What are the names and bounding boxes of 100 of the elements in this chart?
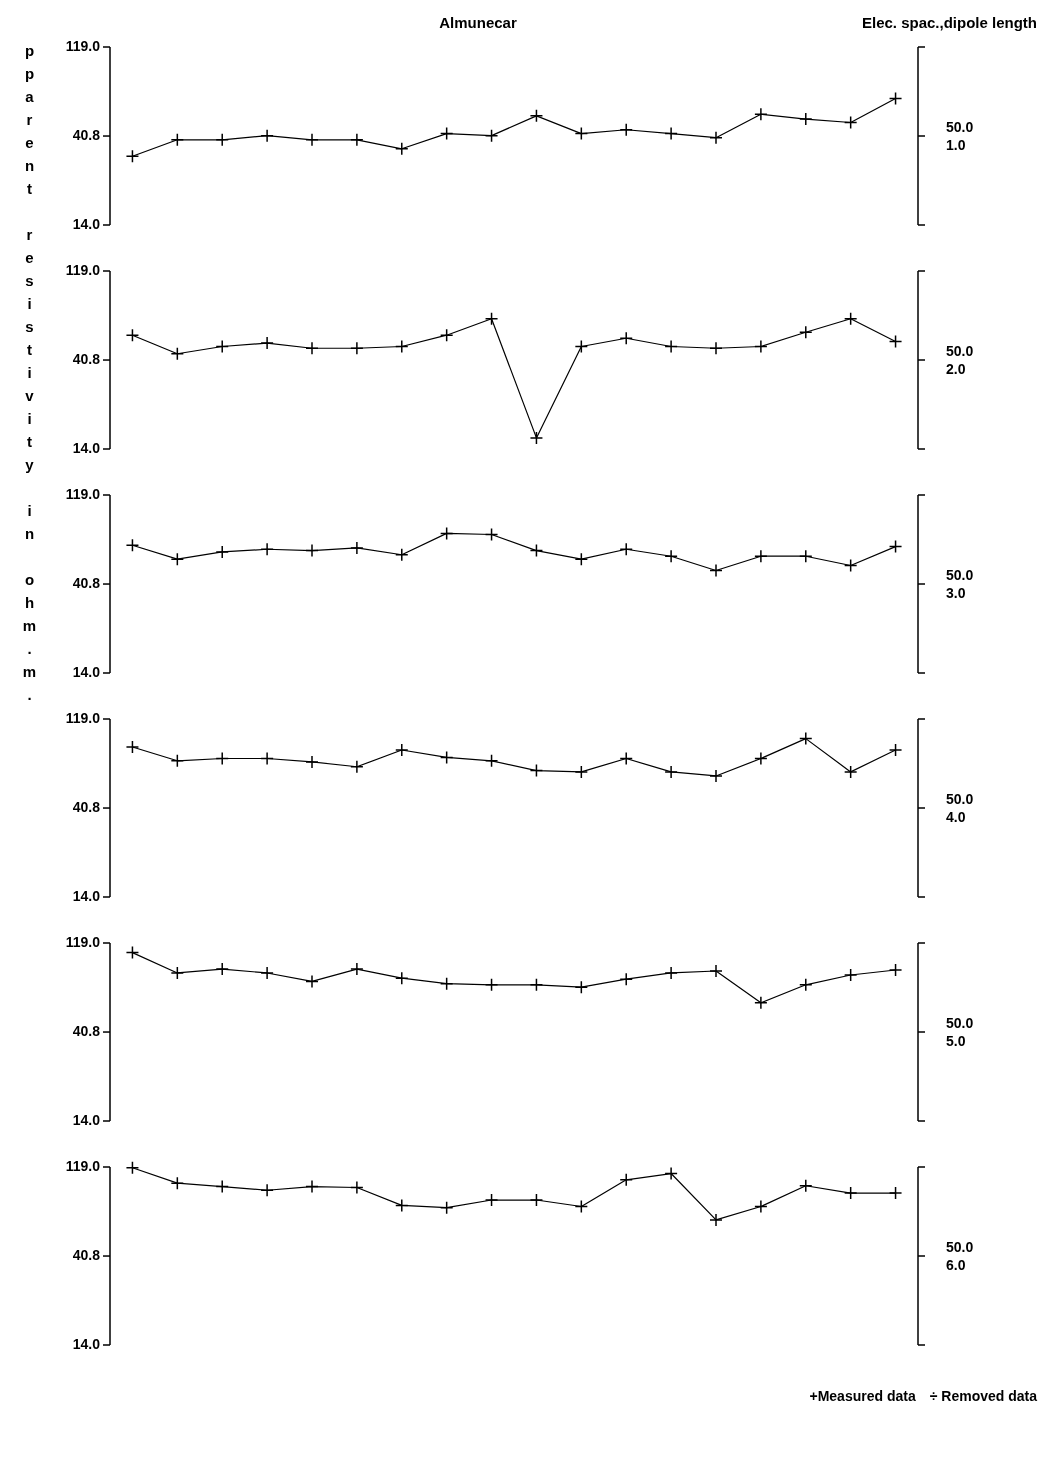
point bbox=[664, 339, 678, 354]
point bbox=[843, 968, 858, 982]
point bbox=[215, 1179, 229, 1194]
point bbox=[484, 978, 499, 992]
point bbox=[888, 539, 903, 554]
point bbox=[125, 149, 140, 163]
point bbox=[843, 558, 858, 573]
point bbox=[350, 760, 364, 774]
point bbox=[170, 1176, 185, 1190]
point bbox=[350, 1180, 364, 1195]
y-axis-title: pparent resistivity in ohm.m. bbox=[20, 41, 38, 711]
legend-label: 50.0 6.0 bbox=[946, 1238, 975, 1274]
point bbox=[799, 731, 813, 746]
point bbox=[125, 740, 140, 754]
point bbox=[170, 133, 185, 147]
legend-label: 50.0 2.0 bbox=[946, 342, 975, 378]
point bbox=[574, 552, 589, 566]
point bbox=[439, 1200, 454, 1215]
point bbox=[754, 107, 768, 122]
legend-label: 50.0 5.0 bbox=[946, 1014, 975, 1050]
point bbox=[843, 1186, 858, 1200]
point bbox=[350, 962, 364, 976]
point bbox=[260, 1183, 274, 1197]
point bbox=[888, 963, 903, 977]
point bbox=[709, 130, 723, 145]
point bbox=[888, 743, 903, 757]
point bbox=[754, 751, 768, 766]
point bbox=[843, 765, 858, 779]
text: Elec. spac.,dipole length bbox=[861, 14, 1037, 31]
point bbox=[619, 751, 633, 766]
point bbox=[484, 312, 499, 326]
point bbox=[664, 966, 678, 980]
y-tick-label: 119.0 bbox=[65, 933, 101, 950]
legend-label: 50.0 3.0 bbox=[946, 566, 975, 602]
y-tick-label: 14.0 bbox=[72, 439, 101, 456]
point bbox=[799, 978, 813, 992]
point bbox=[754, 549, 768, 563]
point bbox=[350, 341, 364, 356]
point bbox=[799, 1178, 813, 1193]
point bbox=[350, 541, 364, 555]
point bbox=[395, 548, 409, 562]
y-tick-label: 40.8 bbox=[72, 1246, 101, 1263]
point bbox=[529, 543, 544, 558]
point bbox=[350, 133, 364, 147]
point bbox=[305, 341, 319, 356]
point bbox=[529, 763, 544, 778]
point bbox=[664, 765, 678, 779]
point bbox=[215, 133, 229, 147]
y-tick-label: 119.0 bbox=[65, 1157, 101, 1174]
legend-label: 50.0 4.0 bbox=[946, 790, 975, 826]
point bbox=[888, 334, 903, 349]
y-tick-label: 14.0 bbox=[72, 887, 101, 904]
point bbox=[260, 128, 274, 143]
point bbox=[125, 328, 140, 342]
point bbox=[395, 743, 409, 757]
point bbox=[529, 978, 544, 992]
point bbox=[529, 431, 544, 445]
point bbox=[484, 527, 499, 542]
point bbox=[843, 115, 858, 130]
point bbox=[619, 331, 633, 346]
y-tick-label: 40.8 bbox=[72, 1022, 101, 1039]
point bbox=[619, 972, 633, 986]
point bbox=[754, 996, 768, 1010]
point bbox=[754, 339, 768, 354]
y-tick-label: 14.0 bbox=[72, 215, 101, 232]
y-tick-label: 119.0 bbox=[65, 261, 101, 278]
point bbox=[125, 538, 140, 553]
point bbox=[125, 945, 140, 960]
point bbox=[843, 312, 858, 326]
y-tick-label: 40.8 bbox=[72, 574, 101, 591]
point bbox=[619, 542, 633, 556]
y-tick-label: 40.8 bbox=[72, 350, 101, 367]
y-tick-label: 40.8 bbox=[72, 126, 101, 143]
chart-title: Almunecar bbox=[439, 14, 517, 31]
point bbox=[709, 563, 723, 578]
legend-label: 50.0 1.0 bbox=[946, 118, 975, 154]
point bbox=[888, 91, 903, 106]
point bbox=[799, 112, 813, 126]
point bbox=[395, 142, 409, 156]
point bbox=[574, 765, 589, 779]
point bbox=[215, 339, 229, 354]
point bbox=[619, 1173, 633, 1187]
y-tick-label: 14.0 bbox=[72, 1335, 101, 1352]
point bbox=[305, 974, 319, 989]
point bbox=[170, 552, 185, 566]
point bbox=[709, 341, 723, 356]
point bbox=[574, 980, 589, 994]
point bbox=[709, 964, 723, 978]
point bbox=[439, 750, 454, 765]
point bbox=[170, 754, 185, 768]
y-tick-label: 119.0 bbox=[65, 485, 101, 502]
text: ÷ Removed data bbox=[929, 1388, 1037, 1404]
point bbox=[664, 549, 678, 563]
point bbox=[799, 325, 813, 339]
point bbox=[484, 1193, 499, 1207]
point bbox=[619, 123, 633, 137]
point bbox=[529, 109, 544, 123]
point bbox=[709, 769, 723, 783]
point bbox=[664, 1166, 678, 1181]
point bbox=[215, 545, 229, 559]
